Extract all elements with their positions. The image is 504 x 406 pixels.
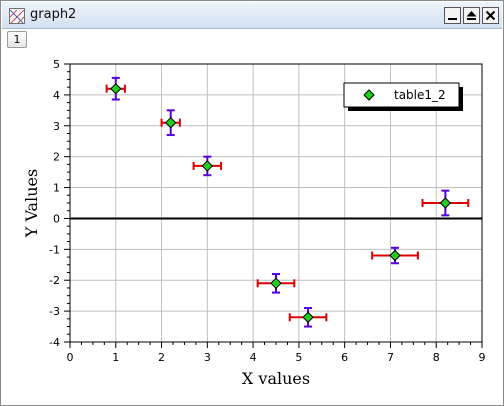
x-tick-label: 4: [250, 351, 257, 364]
minimize-icon: [448, 18, 457, 20]
y-tick-label: 4: [53, 89, 60, 102]
diamond-marker: [389, 249, 401, 262]
y-axis-title: Y Values: [22, 169, 41, 238]
x-axis-title: X values: [242, 369, 310, 388]
minimize-button[interactable]: [444, 7, 461, 24]
diamond-marker: [110, 83, 122, 95]
data-point: [421, 189, 470, 217]
data-point: [256, 273, 296, 294]
legend-box: [343, 82, 460, 108]
data-point: [105, 76, 126, 101]
data-point: [192, 155, 223, 177]
close-button[interactable]: [482, 7, 499, 24]
layer-tab[interactable]: 1: [7, 31, 27, 48]
diamond-marker: [439, 197, 452, 209]
diamond-marker: [302, 311, 314, 323]
x-tick-label: 7: [387, 351, 394, 364]
legend-label: table1_2: [394, 88, 446, 102]
x-tick-label: 2: [158, 351, 165, 364]
graph-icon: [9, 8, 25, 24]
data-point: [288, 307, 328, 328]
x-tick-label: 1: [112, 351, 119, 364]
y-tick-label: 1: [53, 182, 60, 195]
x-tick-label: 6: [341, 351, 348, 364]
data-point: [371, 246, 419, 265]
y-tick-label: 3: [53, 120, 60, 133]
y-tick-label: -2: [49, 274, 60, 287]
title-bar[interactable]: graph2: [2, 2, 502, 29]
restore-button[interactable]: [463, 7, 480, 24]
diamond-marker: [201, 160, 214, 172]
y-tick-label: 2: [53, 151, 60, 164]
restore-icon: [466, 11, 477, 20]
x-tick-label: 5: [295, 351, 302, 364]
diamond-marker: [270, 277, 282, 290]
x-tick-label: 8: [433, 351, 440, 364]
y-tick-label: 0: [53, 212, 60, 225]
window-title: graph2: [30, 7, 77, 22]
x-tick-label: 3: [204, 351, 211, 364]
data-point: [160, 109, 181, 137]
close-icon: [485, 10, 496, 21]
diamond-marker: [165, 116, 177, 129]
y-tick-label: -3: [49, 305, 60, 318]
y-tick-label: -1: [49, 243, 60, 256]
x-tick-label: 9: [479, 351, 486, 364]
y-tick-label: -4: [49, 336, 60, 349]
legend-marker: [363, 89, 375, 101]
y-tick-label: 5: [53, 58, 60, 71]
x-tick-label: 0: [67, 351, 74, 364]
